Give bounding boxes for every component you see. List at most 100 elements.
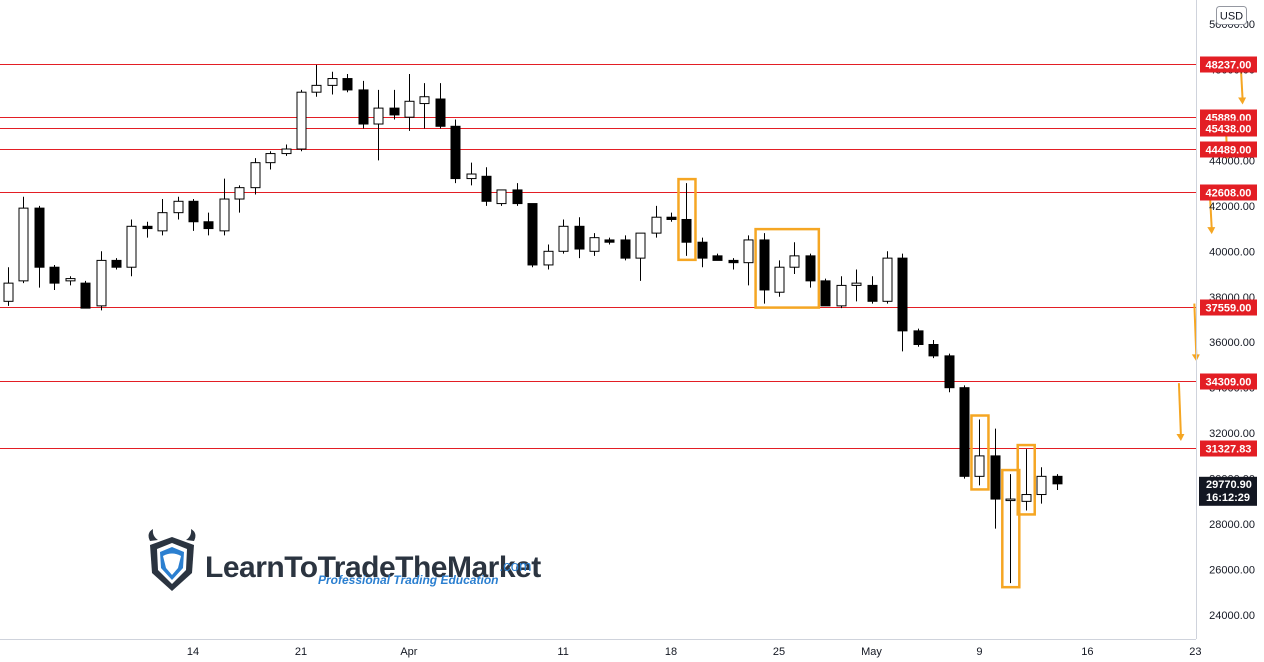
- candle-body-bearish: [944, 355, 955, 389]
- candle-body-bearish: [450, 125, 461, 180]
- candle-body-bearish: [49, 266, 60, 284]
- candle-body-bullish: [743, 239, 754, 264]
- candle-body-bearish: [142, 225, 153, 230]
- bull-shield-icon: [148, 529, 196, 591]
- level-price-label: 42608.00: [1206, 188, 1252, 200]
- candle-body-bullish: [250, 162, 261, 189]
- price-tick-label: 44000.00: [1209, 155, 1255, 167]
- candle-body-bearish: [527, 203, 538, 266]
- candle-body-bearish: [574, 225, 585, 250]
- candle-body-bullish: [311, 84, 322, 93]
- highlight-box: [1001, 468, 1021, 589]
- candle-body-bullish: [373, 107, 384, 125]
- highlight-box: [1016, 443, 1036, 516]
- current-price-badge: 29770.90 16:12:29: [1199, 476, 1257, 506]
- currency-label: USD: [1220, 11, 1243, 23]
- candle-body-bearish: [111, 259, 122, 268]
- candle-body-bullish: [96, 259, 107, 307]
- price-tick-label: 28000.00: [1209, 519, 1255, 531]
- candle-body-bullish: [774, 266, 785, 293]
- price-tick-label: 32000.00: [1209, 428, 1255, 440]
- candle-body-bearish: [342, 78, 353, 91]
- candle-body-bearish: [80, 282, 91, 309]
- arrow-head: [1238, 97, 1247, 105]
- candle-body-bullish: [404, 100, 415, 118]
- time-axis-ticks[interactable]: 14 21 Apr 11 18 25 May 9 16 23: [187, 646, 1202, 658]
- arrow-head: [1207, 227, 1216, 235]
- candle-body-bullish: [974, 455, 985, 477]
- logo-name: LearnToTradeTheMarket: [205, 551, 541, 584]
- candle-body-bearish: [712, 255, 723, 261]
- level-label-bg: [1200, 120, 1257, 137]
- level-price-label: 34309.00: [1206, 377, 1252, 389]
- time-tick-label: 16: [1081, 646, 1093, 658]
- candle-body-bullish: [157, 212, 168, 232]
- price-tick-label: 26000.00: [1209, 565, 1255, 577]
- logo-tagline: Professional Trading Education: [318, 573, 498, 587]
- candle-body-bullish: [543, 250, 554, 266]
- candle-body-bearish: [697, 241, 708, 259]
- level-label-bg: [1200, 440, 1257, 457]
- level-price-label: 37559.00: [1206, 303, 1252, 315]
- candle-body-bearish: [897, 257, 908, 332]
- candle-body-bullish: [18, 207, 29, 282]
- currency-badge[interactable]: USD: [1216, 6, 1247, 25]
- candle-body-bullish: [589, 237, 600, 252]
- time-tick-label: 9: [976, 646, 982, 658]
- highlight-box: [754, 227, 821, 309]
- candle-body-bearish: [959, 387, 970, 477]
- candle-body-bullish: [466, 173, 477, 180]
- candle-body-bullish: [419, 96, 430, 105]
- countdown-label: 16:12:29: [1206, 492, 1250, 504]
- time-tick-label: 23: [1189, 646, 1201, 658]
- candle-body-bearish: [620, 239, 631, 259]
- time-tick-label: 11: [557, 646, 568, 658]
- highlight-box: [677, 177, 697, 262]
- price-tick-label: 42000.00: [1209, 201, 1255, 213]
- candle-body-bearish: [604, 239, 615, 243]
- candle-body-bullish: [234, 187, 245, 200]
- arrow-head: [1191, 354, 1200, 362]
- current-price-label: 29770.90: [1206, 479, 1252, 491]
- price-axis-ticks[interactable]: 24000.0026000.0028000.0030000.0032000.00…: [1209, 19, 1255, 622]
- candle-body-bullish: [126, 225, 137, 268]
- candle-body-bullish: [651, 216, 662, 234]
- candle-body-bearish: [759, 239, 770, 291]
- candle-body-bullish: [558, 225, 569, 252]
- candlestick-series: [3, 64, 1063, 584]
- time-tick-label: Apr: [400, 646, 417, 658]
- level-price-label: 44489.00: [1206, 145, 1252, 157]
- candle-body-bullish: [836, 284, 847, 307]
- candle-body-bearish: [34, 207, 45, 268]
- level-price-label: 31327.83: [1206, 444, 1252, 456]
- candle-body-bullish: [219, 198, 230, 232]
- candle-body-bullish: [1021, 494, 1032, 502]
- price-tick-label: 40000.00: [1209, 246, 1255, 258]
- price-tick-label: 36000.00: [1209, 337, 1255, 349]
- arrow-head: [1176, 433, 1185, 441]
- time-tick-label: 25: [773, 646, 785, 658]
- candle-body-bullish: [789, 255, 800, 268]
- candle-body-bullish: [851, 282, 862, 286]
- time-tick-label: 14: [187, 646, 199, 658]
- candle-body-bullish: [265, 153, 276, 164]
- candle-body-bullish: [496, 189, 507, 205]
- support-resistance-levels: [0, 64, 1197, 449]
- candle-body-bullish: [1005, 498, 1016, 502]
- candle-body-bullish: [1036, 475, 1047, 496]
- candle-body-bearish: [820, 280, 831, 307]
- candle-body-bearish: [990, 455, 1001, 500]
- candle-body-bullish: [3, 282, 14, 302]
- logo-domain: .com: [499, 558, 532, 575]
- level-label-bg: [1200, 299, 1257, 316]
- candle-body-bearish: [203, 221, 214, 230]
- highlight-box: [970, 414, 990, 491]
- price-tick-label: 24000.00: [1209, 610, 1255, 622]
- candle-body-bullish: [327, 78, 338, 86]
- candle-body-bearish: [481, 175, 492, 202]
- time-tick-label: 21: [295, 646, 307, 658]
- candle-body-bearish: [358, 89, 369, 125]
- candle-body-bearish: [867, 284, 878, 302]
- level-label-bg: [1200, 141, 1257, 158]
